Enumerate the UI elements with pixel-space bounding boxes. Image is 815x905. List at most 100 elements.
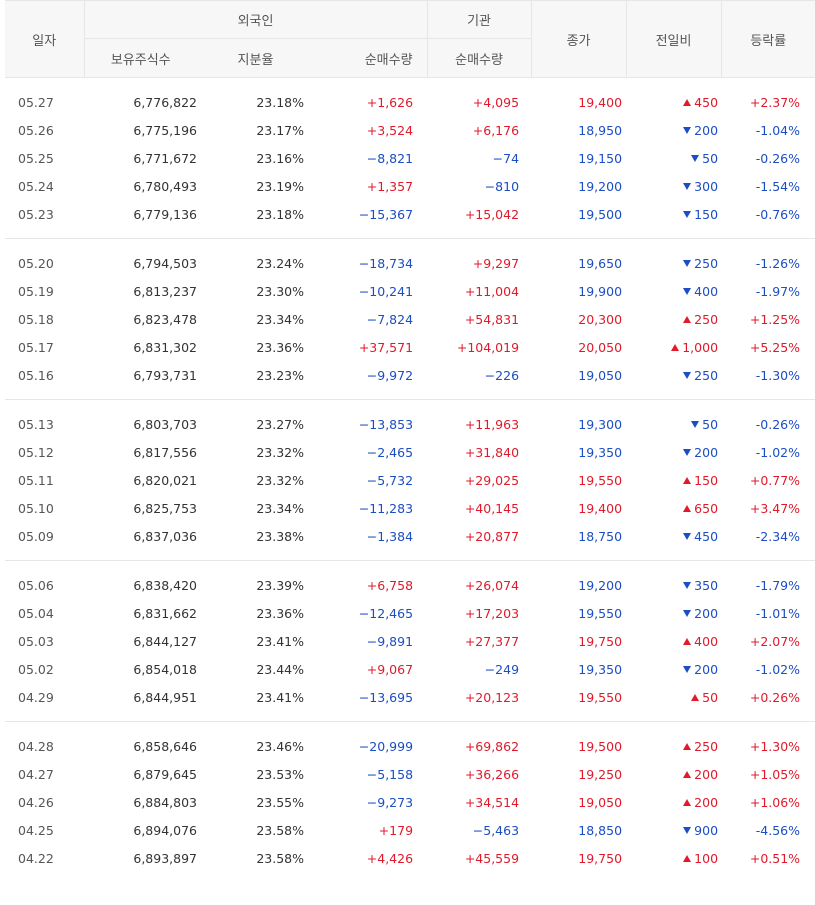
rate-cell: -1.01% [755, 605, 801, 621]
close-price-cell: 19,900 [578, 283, 623, 299]
change-cell: 450 [626, 78, 721, 117]
holdings-cell: 6,803,703 [133, 416, 197, 432]
rate-cell: -1.04% [755, 122, 801, 138]
ratio-cell: 23.53% [256, 766, 304, 782]
holdings-cell: 6,831,302 [133, 339, 197, 355]
change-cell: 200 [626, 655, 721, 683]
date-cell: 05.26 [18, 122, 54, 138]
rate-cell: -1.02% [755, 444, 801, 460]
inst-net-cell: −5,463 [472, 822, 520, 838]
close-price-cell: 19,550 [531, 683, 627, 722]
change-cell: 150 [626, 200, 722, 239]
ratio-cell: 23.34% [256, 500, 304, 516]
change-cell: 100 [626, 844, 721, 882]
table-row: 04.25 6,894,076 23.58% +179 −5,463 18,850 900 -… [5, 816, 815, 844]
triangle-down-icon [683, 259, 692, 267]
change-value: 200 [694, 766, 719, 782]
date-cell: 05.04 [18, 605, 54, 621]
inst-net-cell: +104,019 [456, 339, 520, 355]
date-cell: 04.25 [18, 822, 54, 838]
date-cell: 05.27 [18, 94, 54, 110]
table-row: 05.11 6,820,021 23.32% −5,732 +29,025 19,550 1… [5, 466, 815, 494]
ratio-cell: 23.36% [256, 605, 304, 621]
foreign-net-cell: −8,821 [366, 150, 414, 166]
holdings-cell: 6,838,420 [133, 577, 197, 593]
triangle-down-icon [683, 581, 692, 589]
date-cell: 05.09 [5, 522, 84, 561]
inst-net-cell: +11,963 [464, 416, 520, 432]
change-value: 200 [694, 661, 719, 677]
change-value: 200 [694, 444, 719, 460]
date-cell: 05.19 [18, 283, 54, 299]
close-price-cell: 18,750 [531, 522, 627, 561]
date-cell: 05.16 [5, 361, 84, 400]
triangle-up-icon [683, 637, 692, 645]
change-value: 1,000 [682, 339, 719, 355]
header-foreign-net: 순매수량 [314, 38, 428, 78]
ratio-cell: 23.39% [256, 577, 304, 593]
change-value: 50 [702, 416, 719, 432]
triangle-down-icon [683, 609, 692, 617]
date-cell: 05.25 [18, 150, 54, 166]
holdings-cell: 6,831,662 [133, 605, 197, 621]
inst-net-cell: +17,203 [464, 605, 520, 621]
ratio-cell: 23.41% [256, 633, 304, 649]
change-cell: 200 [626, 438, 721, 466]
change-cell: 200 [626, 599, 721, 627]
ratio-cell: 23.17% [256, 122, 304, 138]
triangle-down-icon [683, 371, 692, 379]
close-price-cell: 19,750 [578, 633, 623, 649]
close-price-cell: 19,400 [578, 94, 623, 110]
change-cell: 1,000 [626, 333, 721, 361]
ratio-cell: 23.18% [197, 200, 314, 239]
triangle-down-icon [691, 420, 700, 428]
holdings-cell: 6,813,237 [133, 283, 197, 299]
table-row: 05.17 6,831,302 23.36% +37,571 +104,019 20,05… [5, 333, 815, 361]
date-cell: 05.06 [18, 577, 54, 593]
change-value: 50 [702, 150, 719, 166]
rate-cell: +1.25% [749, 311, 801, 327]
inst-net-cell: +36,266 [464, 766, 520, 782]
ratio-cell: 23.27% [256, 416, 304, 432]
table-row: 05.19 6,813,237 23.30% −10,241 +11,004 19,900… [5, 277, 815, 305]
rate-cell: +0.77% [749, 472, 801, 488]
table-row: 05.23 6,779,136 23.18% −15,367 +15,042 19,500… [5, 200, 815, 239]
change-value: 650 [694, 500, 719, 516]
triangle-up-icon [683, 854, 692, 862]
close-price-cell: 19,150 [578, 150, 623, 166]
holdings-cell: 6,894,076 [133, 822, 197, 838]
holdings-cell: 6,844,951 [84, 683, 197, 722]
table-row: 05.09 6,837,036 23.38% −1,384 +20,877 18,750 4… [5, 522, 815, 561]
close-price-cell: 19,550 [578, 472, 623, 488]
triangle-up-icon [691, 693, 700, 701]
change-cell: 650 [626, 494, 721, 522]
table-row: 05.18 6,823,478 23.34% −7,824 +54,831 20,300 2… [5, 305, 815, 333]
holdings-cell: 6,825,753 [133, 500, 197, 516]
rate-cell: -1.30% [721, 361, 815, 400]
date-cell: 05.11 [18, 472, 54, 488]
table-row: 05.27 6,776,822 23.18% +1,626 +4,095 19,400 45… [5, 78, 815, 117]
close-price-cell: 19,500 [531, 200, 627, 239]
holdings-cell: 6,823,478 [133, 311, 197, 327]
triangle-down-icon [683, 126, 692, 134]
holdings-cell: 6,817,556 [133, 444, 197, 460]
investor-trend-table: 일자 외국인 기관 종가 전일비 등락률 보유주식수 지분율 순매수량 순매수량… [5, 0, 815, 882]
ratio-cell: 23.30% [256, 283, 304, 299]
inst-net-cell: +34,514 [464, 794, 520, 810]
inst-net-cell: −74 [492, 150, 520, 166]
change-cell: 50 [626, 683, 722, 722]
table-row: 05.03 6,844,127 23.41% −9,891 +27,377 19,750 4… [5, 627, 815, 655]
table-row: 05.10 6,825,753 23.34% −11,283 +40,145 19,400… [5, 494, 815, 522]
ratio-cell: 23.58% [256, 822, 304, 838]
triangle-down-icon [683, 287, 692, 295]
ratio-cell: 23.34% [256, 311, 304, 327]
foreign-net-cell: −11,283 [358, 500, 414, 516]
ratio-cell: 23.58% [256, 850, 304, 866]
triangle-up-icon [683, 476, 692, 484]
triangle-up-icon [683, 98, 692, 106]
table-row: 05.13 6,803,703 23.27% −13,853 +11,963 19,300… [5, 400, 815, 439]
change-cell: 250 [626, 722, 721, 761]
foreign-net-cell: −5,732 [366, 472, 414, 488]
rate-cell: -1.79% [755, 577, 801, 593]
change-value: 200 [694, 794, 719, 810]
